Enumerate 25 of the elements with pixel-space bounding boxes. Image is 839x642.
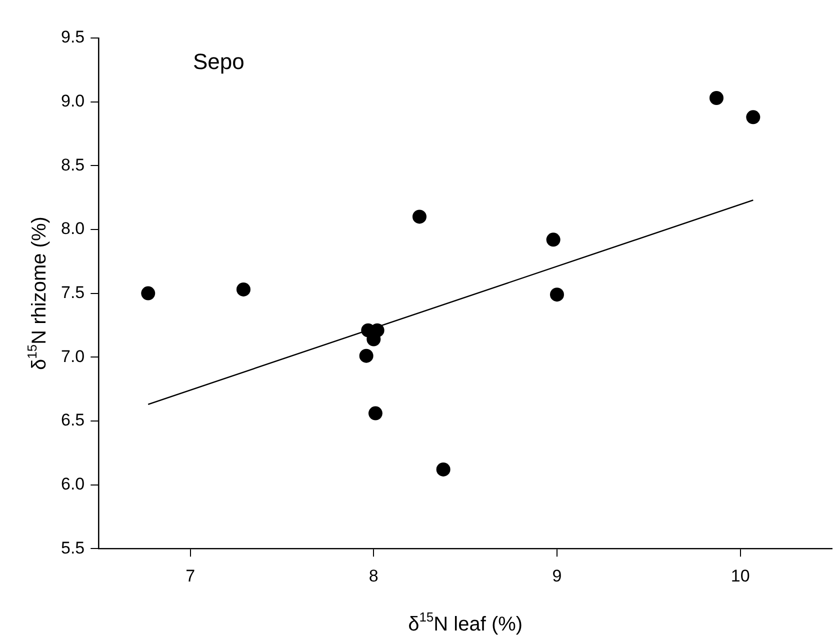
- point: [412, 210, 426, 224]
- x-tick-label: 8: [368, 566, 378, 586]
- point: [709, 90, 724, 105]
- y-tick-label: 8.5: [60, 155, 85, 174]
- point: [359, 348, 374, 363]
- annotation: Sepo: [192, 49, 244, 74]
- x-tick-label: 9: [552, 566, 562, 586]
- x-tick-label: 10: [730, 566, 750, 586]
- y-axis-title: δ15N rhizome (%): [24, 216, 51, 370]
- y-tick-label: 6.0: [60, 474, 85, 494]
- y-tick-label: 6.5: [60, 410, 85, 430]
- y-tick-label: 9.5: [60, 28, 85, 47]
- point: [550, 288, 564, 302]
- y-tick-label: 5.5: [60, 538, 85, 558]
- point: [546, 232, 560, 247]
- point: [368, 406, 382, 420]
- point: [436, 462, 450, 476]
- point: [141, 286, 156, 300]
- x-tick-label: 7: [186, 566, 196, 586]
- y-tick-label: 7.5: [60, 282, 85, 302]
- y-tick-label: 9.0: [60, 92, 85, 111]
- y-tick-label: 7.0: [60, 346, 85, 366]
- point: [746, 110, 760, 124]
- point: [236, 282, 250, 296]
- y-tick-label: 8.0: [60, 219, 85, 238]
